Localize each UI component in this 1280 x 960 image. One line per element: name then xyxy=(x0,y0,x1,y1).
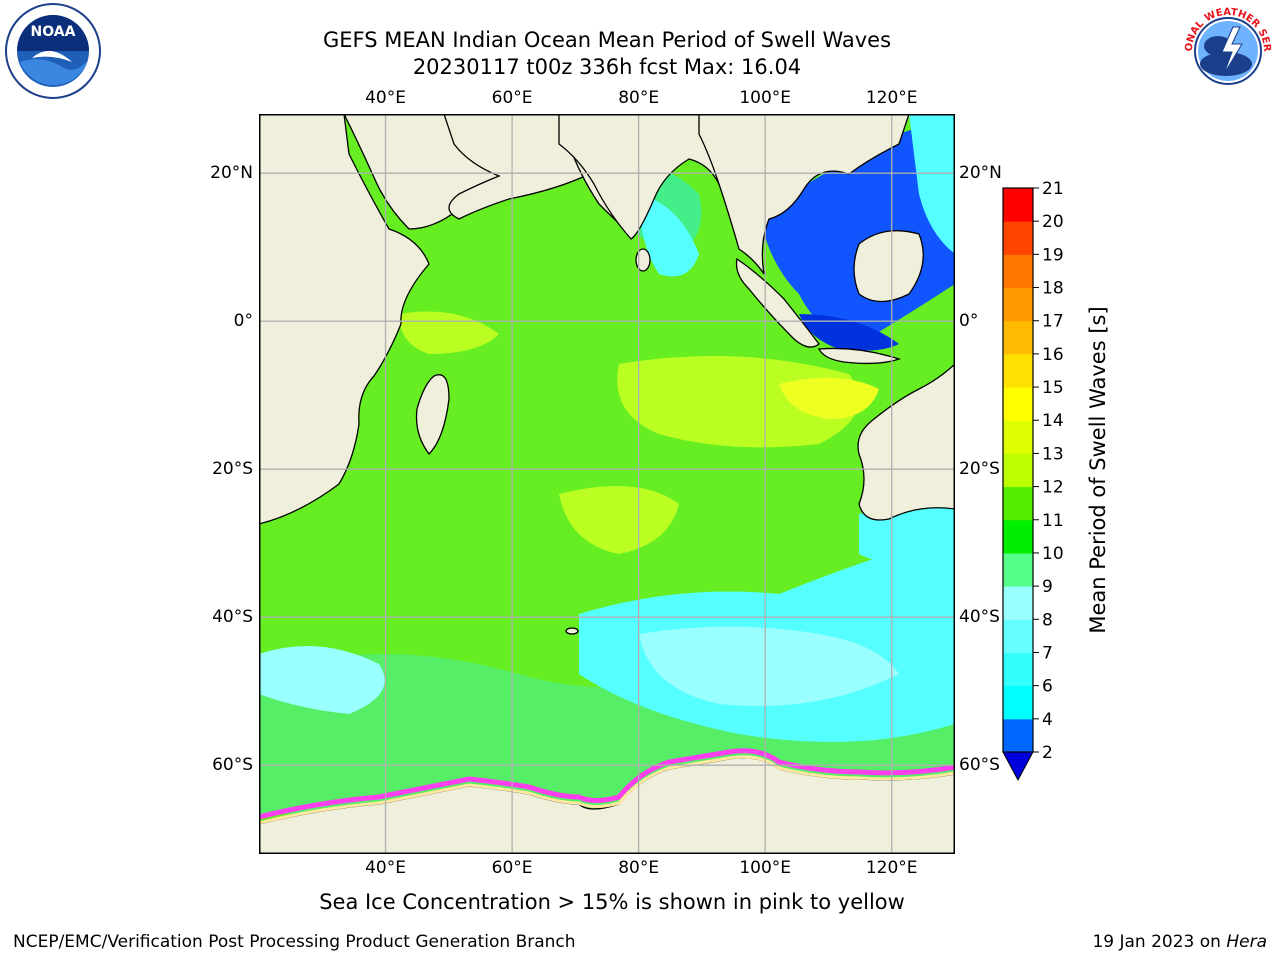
lat-left-label: 20°S xyxy=(212,459,253,480)
colorbar-segment xyxy=(1003,387,1033,421)
colorbar-tick-label: 13 xyxy=(1042,444,1064,464)
title-line-1: GEFS MEAN Indian Ocean Mean Period of Sw… xyxy=(322,28,892,52)
colorbar-segment xyxy=(1003,420,1033,454)
map-gridlines xyxy=(260,115,954,853)
lon-top-label: 80°E xyxy=(618,88,660,108)
field-cyan-south-west xyxy=(260,646,385,714)
lat-right-label: 40°S xyxy=(959,607,1000,628)
lon-bottom-label: 80°E xyxy=(618,858,660,878)
colorbar-segment xyxy=(1003,685,1033,720)
lon-top-label: 60°E xyxy=(491,88,533,108)
land-indochina xyxy=(698,115,910,275)
field-blue-java-sea xyxy=(799,314,899,351)
lat-left-label: 20°N xyxy=(210,163,253,184)
colorbar-tick-label: 16 xyxy=(1042,345,1064,365)
colorbar-tick-label: 20 xyxy=(1042,212,1064,232)
field-yellow-green-south xyxy=(559,486,679,554)
colorbar-segment xyxy=(1003,718,1033,753)
field-yellow-green-west xyxy=(399,311,499,354)
colorbar-tick-label: 19 xyxy=(1042,245,1064,265)
map-frame xyxy=(259,114,955,854)
lat-right-label: 20°N xyxy=(959,163,1002,184)
lat-left-label: 40°S xyxy=(212,607,253,628)
colorbar-tick-label: 17 xyxy=(1042,312,1064,332)
colorbar-tick-label: 7 xyxy=(1042,643,1053,663)
colorbar-segment xyxy=(1003,353,1033,388)
colorbar-tick-label: 14 xyxy=(1042,411,1064,431)
colorbar-segment xyxy=(1003,188,1033,222)
lon-top-label: 120°E xyxy=(865,88,918,108)
colorbar-extend-arrow xyxy=(1002,751,1034,782)
field-yellow-green-central xyxy=(617,356,859,448)
colorbar-segment xyxy=(1003,453,1033,488)
colorbar-segment xyxy=(1003,287,1033,322)
footer-host: Hera xyxy=(1226,932,1267,952)
land-java xyxy=(817,347,902,365)
colorbar-tick-label: 9 xyxy=(1042,577,1053,597)
lat-left-label: 60°S xyxy=(212,755,253,776)
colorbar-frame xyxy=(1002,187,1034,753)
field-cyan-pacific xyxy=(909,115,954,254)
lon-top-label: 100°E xyxy=(739,88,792,108)
colorbar-segment xyxy=(1003,586,1033,620)
colorbar-segment xyxy=(1003,320,1033,355)
colorbar-title: Mean Period of Swell Waves [s] xyxy=(1086,306,1110,634)
colorbar-segment xyxy=(1003,652,1033,687)
sea-ice-inner xyxy=(260,755,954,825)
land-kerguelen xyxy=(565,627,579,635)
land-sri-lanka xyxy=(635,248,651,272)
colorbar: 2 4 6 7 8 9 10 11 12 13 14 15 16 17 18 19 20 21 xyxy=(1002,180,1064,782)
colorbar-segment xyxy=(1003,486,1033,521)
colorbar-tick-label: 21 xyxy=(1042,180,1064,199)
swell-period-map xyxy=(259,114,955,854)
colorbar-tick-label: 6 xyxy=(1042,677,1053,697)
field-cyan-andaman xyxy=(639,194,699,277)
lon-top-label: 40°E xyxy=(365,88,406,108)
land-australia xyxy=(857,364,954,521)
colorbar-segment xyxy=(1003,254,1033,289)
sea-ice-caption: Sea Ice Concentration > 15% is shown in … xyxy=(319,890,905,914)
footer-date: 19 Jan 2023 on xyxy=(1092,932,1227,952)
colorbar-tick-label: 10 xyxy=(1042,544,1064,564)
colorbar-segment xyxy=(1003,519,1033,554)
colorbar-tick-label: 12 xyxy=(1042,478,1064,498)
colorbar-segment xyxy=(1003,552,1033,587)
lon-bottom-label: 120°E xyxy=(865,858,918,878)
colorbar-segment xyxy=(1003,619,1033,653)
lat-right-label: 0° xyxy=(959,311,979,332)
field-light-cyan-patch xyxy=(639,626,899,706)
lat-right-label: 20°S xyxy=(959,459,1000,480)
lon-bottom-label: 60°E xyxy=(491,858,533,878)
noaa-logo-text: NOAA xyxy=(31,24,76,40)
noaa-logo-icon: NOAA xyxy=(5,3,101,99)
land-borneo xyxy=(853,230,924,303)
footer-right: 19 Jan 2023 on Hera xyxy=(1092,932,1267,952)
lon-bottom-label: 100°E xyxy=(739,858,792,878)
footer-left: NCEP/EMC/Verification Post Processing Pr… xyxy=(13,932,576,952)
colorbar-tick-label: 18 xyxy=(1042,279,1064,299)
nws-logo-icon: NATIONAL WEATHER SERVICE xyxy=(1178,2,1275,98)
colorbar-tick-label: 15 xyxy=(1042,378,1064,398)
field-yellow-max xyxy=(779,377,879,419)
lon-bottom-label: 40°E xyxy=(365,858,406,878)
title-line-2: 20230117 t00z 336h fcst Max: 16.04 xyxy=(412,55,802,79)
colorbar-tick-label: 2 xyxy=(1042,743,1053,763)
sea-ice-edge xyxy=(260,748,954,820)
land-masses xyxy=(260,115,954,853)
colorbar-segment xyxy=(1003,221,1033,255)
lat-left-label: 0° xyxy=(233,311,253,332)
colorbar-tick-label: 4 xyxy=(1042,710,1053,730)
colorbar-tick-label: 8 xyxy=(1042,610,1053,630)
land-madagascar xyxy=(415,374,450,455)
land-africa xyxy=(260,115,430,525)
lat-right-label: 60°S xyxy=(959,755,1000,776)
land-sumatra xyxy=(735,257,820,348)
colorbar-tick-label: 11 xyxy=(1042,511,1064,531)
